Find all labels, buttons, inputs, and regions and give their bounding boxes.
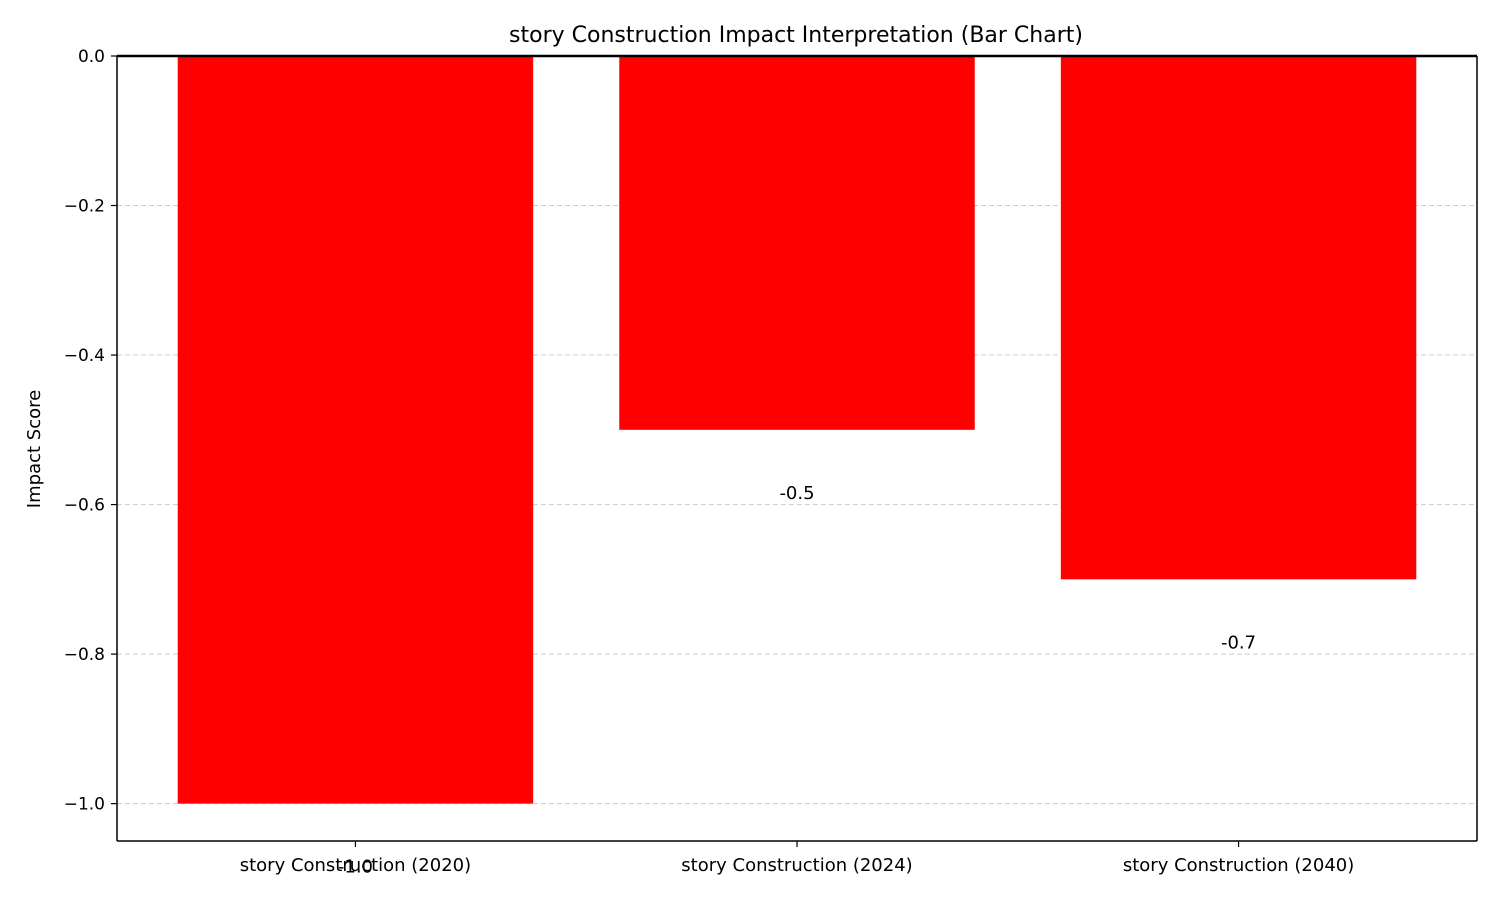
bar-layer [177, 56, 1417, 804]
x-tick-label: story Construction (2040) [1123, 855, 1354, 876]
x-tick-label: story Construction (2020) [240, 855, 471, 876]
y-tick-label: −0.2 [64, 197, 105, 217]
chart-title: story Construction Impact Interpretation… [509, 23, 1083, 48]
x-tick-label: story Construction (2024) [681, 855, 912, 876]
data-label: -0.5 [779, 483, 814, 504]
y-tick-label: −0.4 [64, 346, 105, 366]
label-layer: -1.0 -0.5 -0.7 [338, 483, 1256, 878]
y-axis-label: Impact Score [24, 390, 45, 508]
y-tick-label: 0.0 [78, 47, 105, 67]
y-tick-label: −1.0 [64, 795, 105, 815]
y-tick-label: −0.8 [64, 645, 105, 665]
data-label: -1.0 [338, 857, 373, 878]
bar [619, 56, 975, 430]
bar [1060, 56, 1417, 580]
data-label: -0.7 [1221, 632, 1256, 653]
y-tick-label: −0.6 [64, 496, 105, 516]
bar [177, 56, 534, 804]
axis-layer: 0.0 −0.2 −0.4 −0.6 −0.8 −1.0 story Constructio… [64, 47, 1478, 876]
